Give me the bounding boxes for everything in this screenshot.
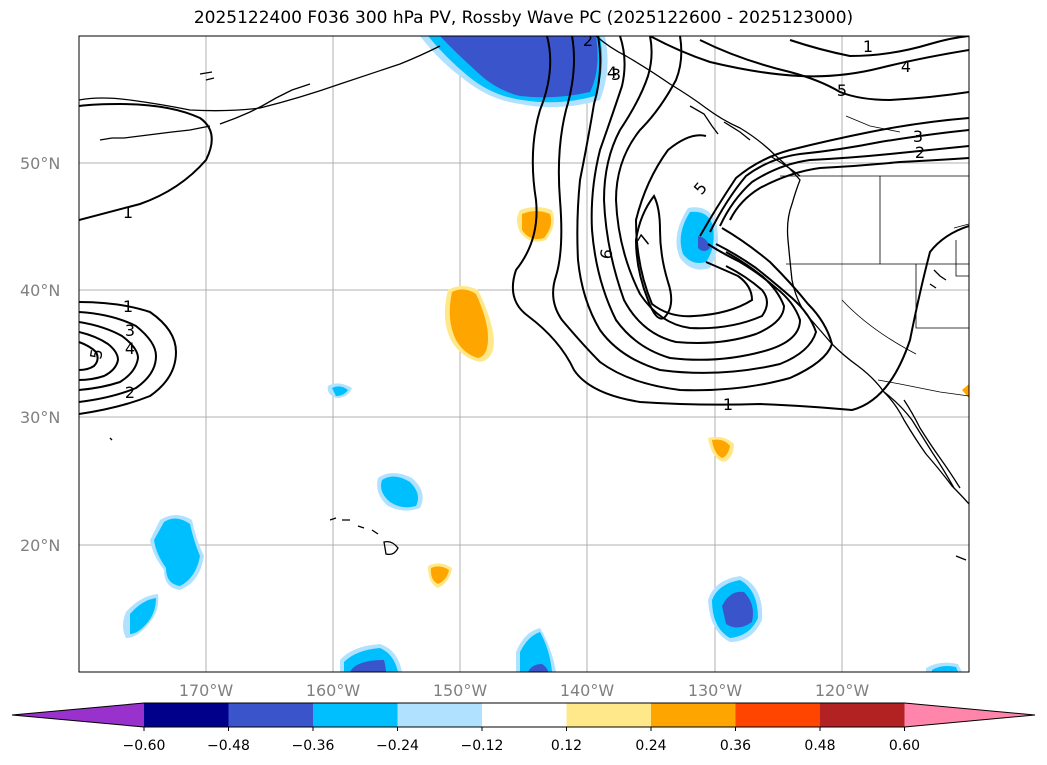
colorbar-tick-label: 0.36	[720, 738, 751, 754]
gridlines	[79, 36, 969, 672]
colorbar-extend-low	[12, 703, 144, 727]
lat-label-30n: 30°N	[20, 408, 60, 427]
lat-label-20n: 20°N	[20, 536, 60, 555]
colorbar-tick-label: 0.12	[551, 738, 582, 754]
contour-label: 6	[596, 247, 616, 260]
lon-label-130w: 130°W	[688, 681, 743, 700]
lat-label-40n: 40°N	[20, 281, 60, 300]
contour-label: 5	[86, 347, 106, 360]
contour-label: 2	[915, 143, 925, 162]
contour-label: 1	[123, 203, 133, 222]
longitude-labels: 170°W 160°W 150°W 140°W 130°W 120°W	[179, 681, 870, 700]
contour-label: 1	[123, 297, 133, 316]
colorbar-tick-label: −0.48	[207, 738, 250, 754]
colorbar-tick-label: −0.60	[123, 738, 166, 754]
latitude-labels: 50°N 40°N 30°N 20°N	[20, 154, 60, 555]
colorbar: −0.60 −0.48 −0.36 −0.24 −0.12 0.12 0.24 …	[11, 702, 1036, 754]
coastlines	[79, 36, 969, 561]
pv-contours	[79, 36, 969, 415]
lon-label-170w: 170°W	[179, 681, 234, 700]
lon-label-150w: 150°W	[433, 681, 488, 700]
borders	[780, 115, 969, 397]
lat-label-50n: 50°N	[20, 154, 60, 173]
lon-label-140w: 140°W	[560, 681, 615, 700]
map-area	[79, 36, 969, 672]
contour-label: 4	[607, 63, 617, 82]
contour-label: 3	[125, 321, 135, 340]
contour-label: 3	[611, 65, 621, 84]
colorbar-tick-label: 0.60	[889, 738, 920, 754]
colorbar-tick-label: −0.36	[292, 738, 335, 754]
colorbar-tick-label: −0.12	[461, 738, 504, 754]
colorbar-tick-label: 0.48	[804, 738, 835, 754]
contour-label: 1	[863, 37, 873, 56]
pv-shading	[123, 36, 969, 672]
map-frame	[78, 35, 970, 673]
contour-label: 2	[125, 383, 135, 402]
contour-label: 5	[837, 81, 847, 100]
contour-label: 3	[913, 127, 923, 146]
lon-label-120w: 120°W	[815, 681, 870, 700]
colorbar-extend-high	[904, 703, 1035, 727]
colorbar-tick-label: 0.24	[635, 738, 666, 754]
contour-label: 1	[723, 395, 733, 414]
lon-label-160w: 160°W	[306, 681, 361, 700]
contour-label: 2	[583, 31, 593, 50]
colorbar-tick-label: −0.24	[376, 738, 419, 754]
contour-label: 4	[901, 57, 911, 76]
map-title: 2025122400 F036 300 hPa PV, Rossby Wave …	[193, 8, 854, 28]
contour-label: 4	[125, 339, 135, 358]
